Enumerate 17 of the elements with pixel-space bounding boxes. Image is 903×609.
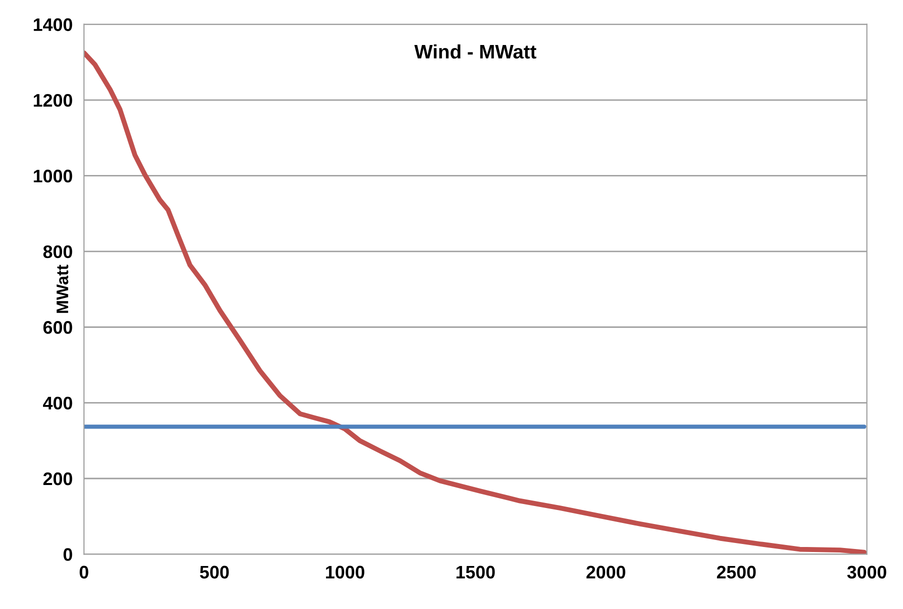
x-tick-label: 1000	[326, 566, 364, 579]
y-tick-label: 1000	[34, 170, 72, 182]
y-tick-label: 400	[43, 396, 72, 410]
y-tick-label: 600	[43, 321, 72, 334]
text: Wind - MWatt	[414, 44, 536, 59]
x-tick-label: 1500	[456, 566, 495, 579]
x-tick-label: 500	[200, 566, 229, 579]
y-axis-title: MWatt	[56, 264, 68, 313]
y-tick-label: 200	[43, 472, 72, 486]
y-tick-label: 0	[64, 548, 72, 561]
x-tick-label: 2500	[716, 566, 756, 579]
y-tick-label: 800	[43, 245, 72, 258]
x-tick-label: 0	[80, 566, 88, 579]
x-tick-label: 2000	[586, 566, 626, 579]
y-tick-label: 1200	[34, 94, 72, 107]
x-tick-label: 3000	[847, 566, 886, 579]
y-tick-label: 1400	[34, 18, 72, 32]
